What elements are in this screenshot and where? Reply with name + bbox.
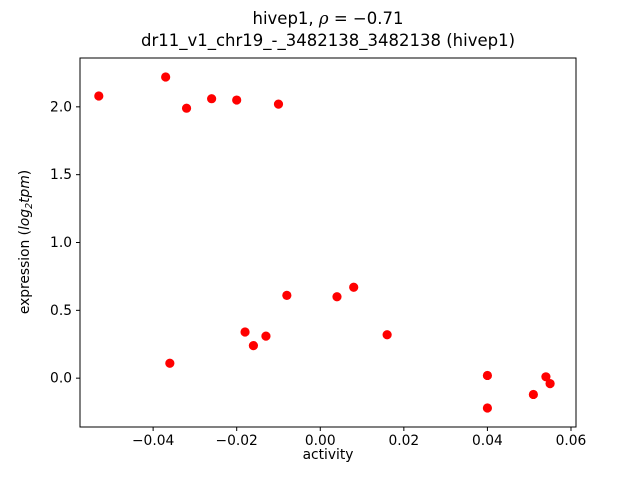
chart-title-line2: dr11_v1_chr19_-_3482138_3482138 (hivep1) — [140, 31, 516, 50]
data-point — [161, 72, 171, 82]
axes-spines — [79, 57, 577, 428]
data-point — [332, 292, 342, 302]
data-point — [282, 290, 292, 301]
x-tick-label: 0.02 — [388, 433, 419, 449]
data-point — [261, 331, 271, 341]
data-point — [165, 358, 175, 368]
y-tick-label: 0.5 — [50, 303, 72, 319]
y-tick-label: 1.0 — [50, 235, 72, 251]
rho-symbol: ρ — [318, 9, 329, 28]
x-tick-label: −0.02 — [216, 433, 258, 449]
data-point — [94, 91, 104, 101]
data-point — [528, 389, 538, 400]
title-gene: hivep1, — [252, 9, 319, 28]
data-point — [349, 282, 359, 292]
y-tick-label: 2.0 — [50, 99, 72, 115]
data-point — [482, 403, 493, 413]
data-point — [273, 99, 284, 109]
data-point — [482, 370, 493, 381]
data-point — [382, 330, 392, 340]
data-point — [248, 341, 259, 351]
x-tick-label: 0.04 — [472, 433, 503, 449]
y-tick-label: 0.0 — [50, 371, 72, 387]
data-point — [232, 95, 242, 105]
title-correlation-value: = −0.71 — [328, 9, 404, 28]
data-point — [240, 327, 250, 337]
data-point — [545, 378, 555, 389]
x-tick-label: −0.04 — [132, 433, 174, 449]
data-point — [181, 103, 192, 113]
chart-title-line1: hivep1, ρ = −0.71 — [80, 9, 576, 28]
x-axis-label: activity — [302, 447, 354, 463]
x-tick-label: 0.06 — [556, 433, 587, 449]
data-point — [541, 372, 551, 382]
x-tick-label: 0.00 — [305, 433, 336, 449]
y-tick-label: 1.5 — [50, 167, 72, 183]
data-point — [207, 94, 217, 104]
